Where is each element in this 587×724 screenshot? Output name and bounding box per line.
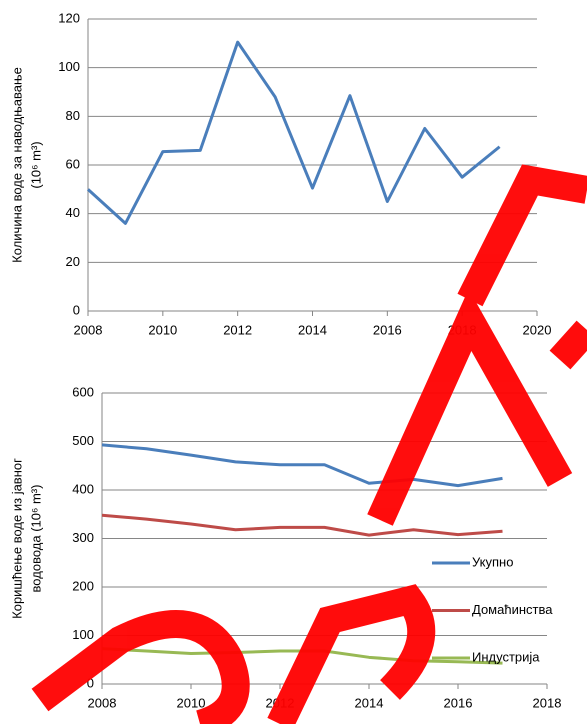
y-axis-label: Количина воде за наводњавање (9, 67, 24, 263)
watermark-stroke (367, 288, 573, 526)
y-tick-label: 120 (58, 10, 80, 25)
watermark-stroke (267, 584, 436, 724)
x-tick-label: 2012 (223, 322, 252, 337)
watermark-stroke (31, 610, 250, 724)
line-series (86, 40, 501, 225)
legend-label: Укупно (472, 554, 513, 569)
x-tick-label: 2008 (88, 695, 117, 710)
watermark-stroke (457, 164, 587, 307)
y-tick-label: 40 (66, 205, 80, 220)
y-axis-label: Коришћење воде из јавног (9, 458, 24, 619)
watermark (31, 164, 587, 724)
y-tick-label: 60 (66, 156, 80, 171)
y-tick-label: 100 (72, 627, 94, 642)
line-series (101, 513, 503, 537)
y-tick-label: 200 (72, 578, 94, 593)
line-series (101, 443, 503, 488)
x-tick-label: 2020 (523, 322, 552, 337)
x-tick-label: 2010 (148, 322, 177, 337)
y-tick-label: 20 (66, 254, 80, 269)
x-tick-label: 2014 (355, 695, 384, 710)
watermark-stroke (549, 320, 587, 370)
y-tick-label: 400 (72, 481, 94, 496)
y-tick-label: 100 (58, 59, 80, 74)
legend-label: Индустрија (472, 649, 540, 664)
y-tick-label: 500 (72, 433, 94, 448)
x-tick-label: 2016 (444, 695, 473, 710)
x-tick-label: 2016 (373, 322, 402, 337)
y-axis-label: (10⁶ m³) (28, 141, 43, 188)
x-tick-label: 2010 (177, 695, 206, 710)
x-tick-label: 2014 (298, 322, 327, 337)
y-tick-label: 80 (66, 108, 80, 123)
y-tick-label: 0 (73, 302, 80, 317)
y-tick-label: 600 (72, 384, 94, 399)
y-tick-label: 300 (72, 530, 94, 545)
y-tick-label: 0 (87, 675, 94, 690)
y-axis-label: водовода (10⁶ m³) (28, 485, 43, 593)
x-tick-label: 2018 (533, 695, 562, 710)
legend-label: Домаћинства (472, 602, 553, 617)
x-tick-label: 2008 (74, 322, 103, 337)
